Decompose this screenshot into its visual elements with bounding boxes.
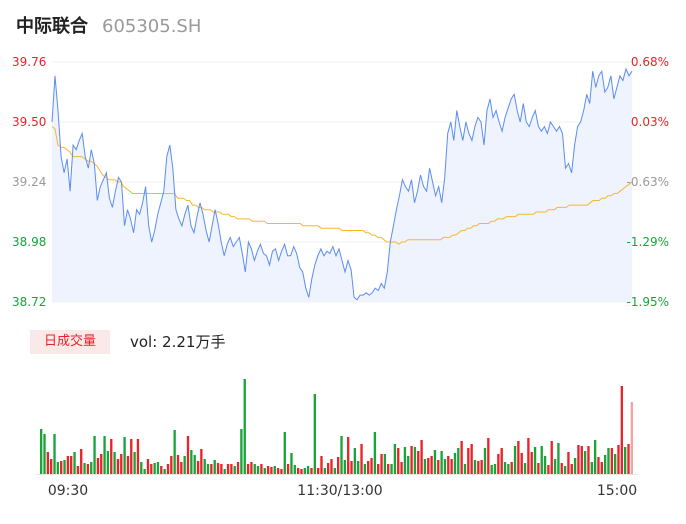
- stock-code: 605305.SH: [102, 16, 202, 37]
- y-tick-label-left: 38.98: [12, 235, 46, 249]
- series-average-line: [51, 126, 633, 245]
- series-price-line: [51, 67, 633, 301]
- y-tick-label-left: 39.50: [12, 115, 46, 129]
- y-tick-label-right: -1.29%: [627, 235, 669, 249]
- y-tick-label-right: -1.95%: [627, 295, 669, 309]
- y-tick-label-right: 0.68%: [631, 55, 669, 69]
- volume-tab[interactable]: 日成交量: [30, 330, 110, 354]
- y-tick-label-right: 0.03%: [631, 115, 669, 129]
- y-tick-label-left: 39.76: [12, 55, 46, 69]
- page-title: 中际联合 605305.SH: [16, 12, 201, 40]
- y-tick-label-left: 38.72: [12, 295, 46, 309]
- y-tick-label-left: 39.24: [12, 175, 46, 189]
- price-area: [52, 68, 632, 303]
- volume-readout: vol: 2.21万手: [130, 333, 226, 351]
- stock-name: 中际联合: [16, 16, 88, 37]
- y-tick-label-right: -0.63%: [627, 175, 669, 189]
